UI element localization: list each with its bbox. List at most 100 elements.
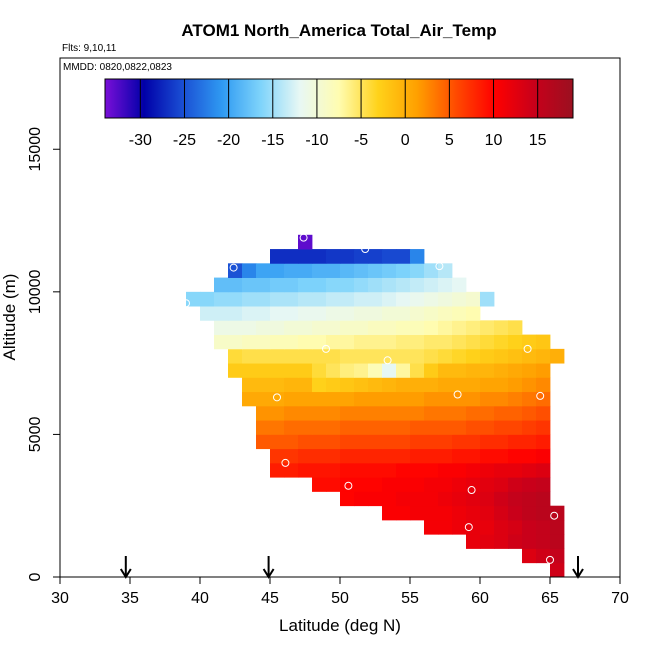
heatmap-cell xyxy=(410,477,425,492)
heatmap-cell xyxy=(396,391,411,407)
heatmap-cell xyxy=(312,477,327,492)
heatmap-cell xyxy=(424,334,439,350)
y-tick-label: 15000 xyxy=(27,127,44,172)
heatmap-cell xyxy=(256,263,271,278)
heatmap-cell xyxy=(438,348,453,364)
heatmap-cell xyxy=(424,405,439,421)
heatmap-cell xyxy=(424,477,439,492)
heatmap-cell xyxy=(354,306,369,321)
heatmap-cell xyxy=(284,363,299,378)
flight-point-marker xyxy=(229,263,238,272)
heatmap-cell xyxy=(312,263,327,278)
heatmap-cell xyxy=(438,405,453,421)
heatmap-cell xyxy=(494,377,509,393)
heatmap-cell xyxy=(340,462,355,478)
heatmap-cell xyxy=(326,377,341,393)
heatmap-cell xyxy=(242,277,257,293)
heatmap-cell xyxy=(438,491,453,507)
heatmap-cell xyxy=(256,306,271,321)
heatmap-cell xyxy=(508,420,523,435)
heatmap-cell xyxy=(354,334,369,350)
heatmap-cell xyxy=(284,420,299,435)
heatmap-cell xyxy=(382,263,397,278)
heatmap-cell xyxy=(242,391,257,407)
heatmap-cell xyxy=(480,334,495,350)
heatmap-cell xyxy=(326,263,341,278)
heatmap-cell xyxy=(424,491,439,507)
heatmap-cell xyxy=(326,363,341,378)
heatmap-cell xyxy=(354,391,369,407)
heatmap-cell xyxy=(354,477,369,492)
heatmap-cell xyxy=(368,291,383,307)
heatmap-cell xyxy=(214,320,229,336)
heatmap-cell xyxy=(410,320,425,336)
heatmap-cell xyxy=(340,391,355,407)
heatmap-cell xyxy=(298,448,313,464)
heatmap-cell xyxy=(480,377,495,393)
flight-arrows xyxy=(119,556,584,579)
x-tick-label: 70 xyxy=(611,590,629,607)
heatmap-cell xyxy=(396,249,411,264)
heatmap-cell xyxy=(550,534,565,549)
heatmap-cell xyxy=(480,363,495,378)
heatmap-cell xyxy=(312,448,327,464)
heatmap-cell xyxy=(298,434,313,450)
heatmap-cell xyxy=(410,420,425,435)
colorbar: -30 -25 -20 -15 -10 -5 0 5 10 15 xyxy=(104,78,574,149)
heatmap-cell xyxy=(298,363,313,378)
heatmap-cell xyxy=(256,348,271,364)
heatmap-cell xyxy=(494,477,509,492)
heatmap-cell xyxy=(256,405,271,421)
heatmap-cell xyxy=(494,420,509,435)
heatmap-cell xyxy=(508,491,523,507)
heatmap-cell xyxy=(186,291,201,307)
heatmap-cell xyxy=(382,434,397,450)
heatmap-cell xyxy=(508,477,523,492)
flight-points xyxy=(182,233,559,564)
heatmap-cell xyxy=(494,519,509,535)
heatmap-cell xyxy=(368,448,383,464)
heatmap-cell xyxy=(340,491,355,507)
heatmap-cell xyxy=(340,249,355,264)
heatmap-cell xyxy=(298,291,313,307)
flight-point-marker xyxy=(464,523,473,532)
heatmap-cell xyxy=(284,348,299,364)
heatmap-cell xyxy=(228,277,243,293)
heatmap-cell xyxy=(368,306,383,321)
heatmap-cell xyxy=(494,462,509,478)
heatmap-cell xyxy=(424,291,439,307)
heatmap-cell xyxy=(396,334,411,350)
heatmap-cell xyxy=(382,420,397,435)
heatmap-cell xyxy=(354,434,369,450)
heatmap-cell xyxy=(410,448,425,464)
heatmap-cell xyxy=(508,434,523,450)
heatmap-cell xyxy=(284,320,299,336)
x-tick-label: 65 xyxy=(541,590,559,607)
flight-point-marker xyxy=(361,245,370,254)
heatmap-cell xyxy=(536,534,551,549)
heatmap-cell xyxy=(368,249,383,264)
flight-point-marker xyxy=(546,555,554,564)
heatmap-cell xyxy=(354,377,369,393)
colorbar-tick-label: -15 xyxy=(261,132,284,149)
heatmap-cell xyxy=(298,420,313,435)
heatmap-cell xyxy=(536,491,551,507)
heatmap-cell xyxy=(536,548,551,564)
heatmap-cell xyxy=(368,420,383,435)
heatmap-cell xyxy=(368,405,383,421)
heatmap-cell xyxy=(396,320,411,336)
heatmap-cell xyxy=(410,391,425,407)
heatmap-cell xyxy=(536,405,551,421)
heatmap-cell xyxy=(228,334,243,350)
heatmap-cell xyxy=(396,405,411,421)
colorbar-tick-label: 0 xyxy=(401,132,410,149)
heatmap-cell xyxy=(522,434,537,450)
heatmap-cell xyxy=(382,448,397,464)
heatmap-cell xyxy=(354,277,369,293)
heatmap-cell xyxy=(550,548,565,564)
heatmap-cell xyxy=(480,477,495,492)
heatmap-cell xyxy=(382,491,397,507)
heatmap-cell xyxy=(410,277,425,293)
heatmap-cell xyxy=(536,420,551,435)
heatmap-cell xyxy=(424,363,439,378)
